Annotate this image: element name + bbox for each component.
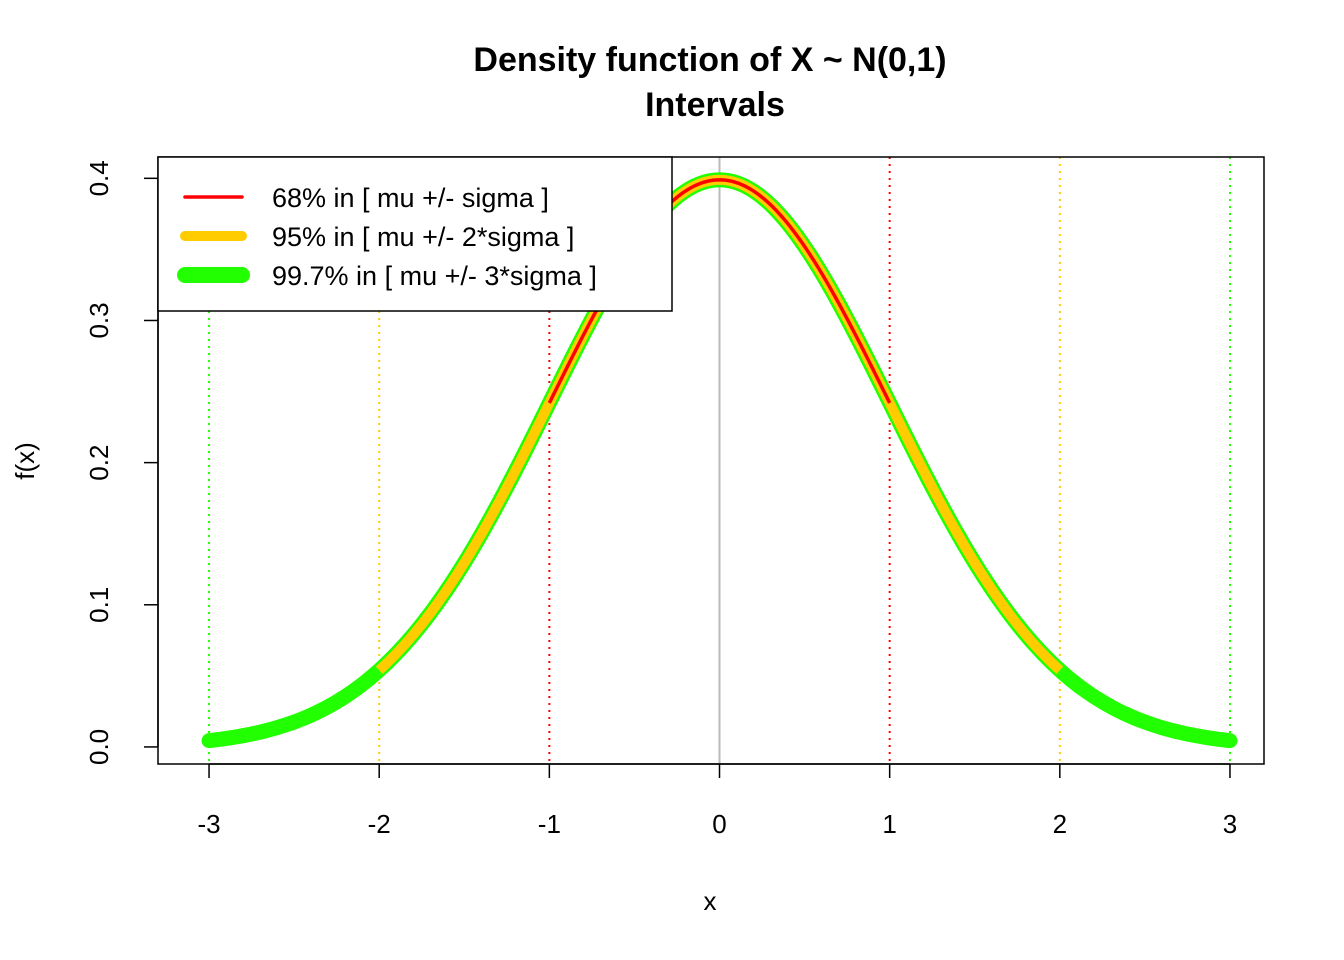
x-tick-label-2: -1 (538, 809, 561, 839)
y-tick-label-2: 0.2 (84, 445, 114, 481)
x-axis-label: x (704, 886, 717, 916)
y-axis: 0.0 0.1 0.2 0.3 0.4 (84, 160, 159, 765)
legend-label-95: 95% in [ mu +/- 2*sigma ] (272, 222, 574, 252)
legend-label-68: 68% in [ mu +/- sigma ] (272, 183, 549, 213)
y-tick-label-1: 0.1 (84, 587, 114, 623)
legend: 68% in [ mu +/- sigma ] 95% in [ mu +/- … (157, 156, 673, 312)
x-tick-label-1: -2 (368, 809, 391, 839)
x-tick-label-4: 1 (882, 809, 896, 839)
legend-label-997: 99.7% in [ mu +/- 3*sigma ] (272, 261, 597, 291)
x-axis: -3 -2 -1 0 1 2 3 (197, 763, 1237, 839)
y-axis-label: f(x) (10, 442, 40, 480)
x-tick-label-6: 3 (1223, 809, 1237, 839)
y-tick-label-4: 0.4 (84, 160, 114, 196)
chart-subtitle: Intervals (645, 86, 785, 124)
x-tick-label-3: 0 (712, 809, 726, 839)
y-tick-label-0: 0.0 (84, 729, 114, 765)
chart-title: Density function of X ~ N(0,1) (473, 41, 946, 79)
x-tick-label-5: 2 (1053, 809, 1067, 839)
y-tick-label-3: 0.3 (84, 302, 114, 338)
x-tick-label-0: -3 (197, 809, 220, 839)
